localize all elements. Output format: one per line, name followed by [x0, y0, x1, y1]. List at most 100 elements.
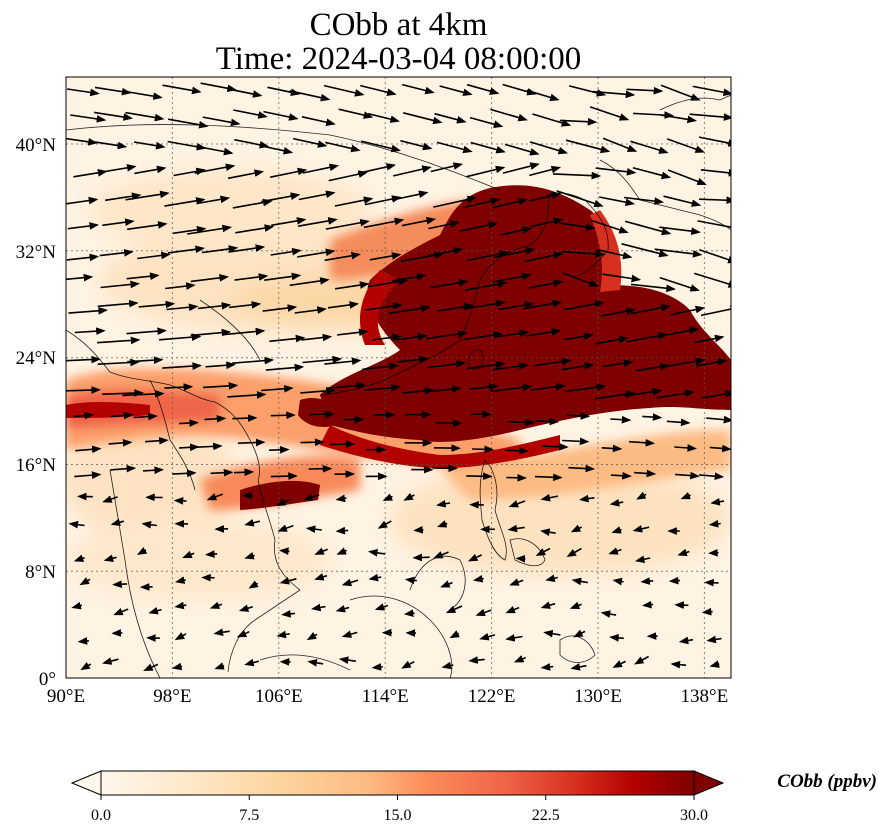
wind-arrow: [357, 163, 397, 175]
wind-arrow: [441, 661, 454, 670]
wind-arrow: [200, 82, 237, 93]
wind-arrow: [276, 630, 290, 639]
wind-arrow: [305, 525, 322, 534]
wind-arrow: [505, 605, 520, 614]
wind-arrow: [77, 637, 89, 645]
wind-arrow: [264, 272, 302, 281]
wind-arrow: [500, 226, 533, 236]
wind-arrow: [425, 330, 468, 340]
wind-arrow: [236, 629, 250, 638]
wind-arrow: [300, 438, 325, 447]
wind-arrow: [402, 83, 435, 95]
colorbar-gradient: [101, 771, 694, 795]
wind-arrow: [612, 577, 624, 586]
wind-arrow: [696, 358, 728, 367]
wind-arrow: [270, 411, 296, 420]
wind-arrow: [609, 634, 624, 642]
wind-arrow: [133, 412, 158, 421]
wind-arrow: [270, 247, 302, 256]
wind-arrow: [334, 281, 370, 290]
wind-arrow: [590, 219, 629, 234]
wind-arrow: [100, 280, 141, 289]
wind-arrow: [594, 390, 636, 400]
wind-arrow: [534, 473, 563, 482]
lon-tick-label: 98°E: [153, 686, 191, 707]
colorbar-label: CObb (ppbv): [777, 771, 877, 792]
wind-arrow: [112, 580, 128, 589]
wind-arrow: [148, 606, 162, 615]
wind-arrow: [659, 276, 700, 292]
wind-arrow: [204, 550, 218, 558]
wind-arrow: [471, 410, 493, 419]
wind-arrow: [608, 547, 622, 555]
wind-arrow: [213, 628, 230, 637]
wind-arrow: [634, 555, 651, 563]
wind-arrow: [234, 273, 269, 281]
wind-arrow: [430, 278, 469, 289]
wind-arrow: [610, 415, 632, 424]
wind-arrow: [556, 190, 604, 208]
wind-arrow: [490, 108, 528, 122]
wind-arrow: [700, 169, 731, 177]
wind-arrow: [412, 553, 430, 562]
wind-arrow: [248, 580, 259, 589]
wind-arrow: [360, 84, 397, 96]
wind-arrow: [336, 547, 348, 555]
wind-arrow: [171, 662, 183, 671]
wind-arrow: [173, 167, 206, 177]
wind-arrow: [466, 83, 500, 95]
wind-arrow: [80, 662, 92, 671]
wind-arrow: [611, 526, 622, 534]
wind-arrow: [449, 630, 460, 639]
lon-tick-label: 114°E: [362, 686, 409, 707]
longitude-axis: 90°E 98°E 106°E 114°E 122°E 130°E 138°E: [47, 686, 728, 707]
wind-arrow: [610, 471, 632, 480]
wind-arrow: [701, 390, 731, 399]
wind-arrow: [73, 169, 108, 178]
map-title: CObb at 4km: [309, 7, 488, 43]
wind-arrow: [335, 494, 347, 503]
wind-arrow: [66, 273, 94, 282]
wind-arrow: [302, 355, 343, 364]
wind-arrow: [167, 118, 209, 129]
wind-arrow: [297, 248, 336, 258]
wind-arrow: [244, 552, 255, 560]
wind-arrow: [162, 362, 203, 370]
wind-arrow: [338, 656, 357, 664]
colorbar-tick-label: 0.0: [91, 807, 111, 824]
wind-arrow: [568, 464, 596, 473]
wind-arrow: [203, 382, 239, 390]
wind-arrow: [143, 663, 159, 671]
wind-arrow: [540, 493, 559, 502]
wind-arrow: [670, 660, 687, 669]
wind-arrow: [66, 196, 99, 205]
wind-arrow: [706, 415, 731, 424]
wind-arrow: [396, 333, 428, 341]
wind-arrow: [535, 547, 551, 556]
wind-arrow: [626, 86, 664, 95]
wind-arrow: [599, 196, 636, 206]
lon-tick-label: 138°E: [681, 686, 729, 707]
wind-arrow: [530, 382, 566, 391]
lat-tick-label: 40°N: [16, 135, 57, 156]
wind-arrow: [498, 329, 530, 338]
wind-arrow: [506, 473, 528, 482]
wind-arrow: [265, 363, 305, 372]
wind-arrow: [204, 414, 227, 423]
wind-arrow: [369, 252, 402, 261]
wind-arrow: [270, 167, 308, 178]
wind-arrow: [492, 197, 528, 209]
wind-arrow: [437, 302, 474, 312]
wind-arrow: [534, 357, 572, 367]
wind-arrow: [71, 601, 83, 610]
wind-arrow: [97, 336, 141, 345]
wind-arrow: [237, 438, 266, 447]
wind-arrow: [174, 632, 187, 641]
wind-arrow: [227, 391, 267, 399]
wind-arrow: [674, 471, 700, 480]
wind-arrow: [311, 603, 326, 612]
wind-arrow: [102, 389, 144, 397]
colorbar-tick-label: 7.5: [239, 807, 259, 824]
wind-arrow: [167, 245, 206, 254]
wind-arrow: [67, 222, 100, 230]
